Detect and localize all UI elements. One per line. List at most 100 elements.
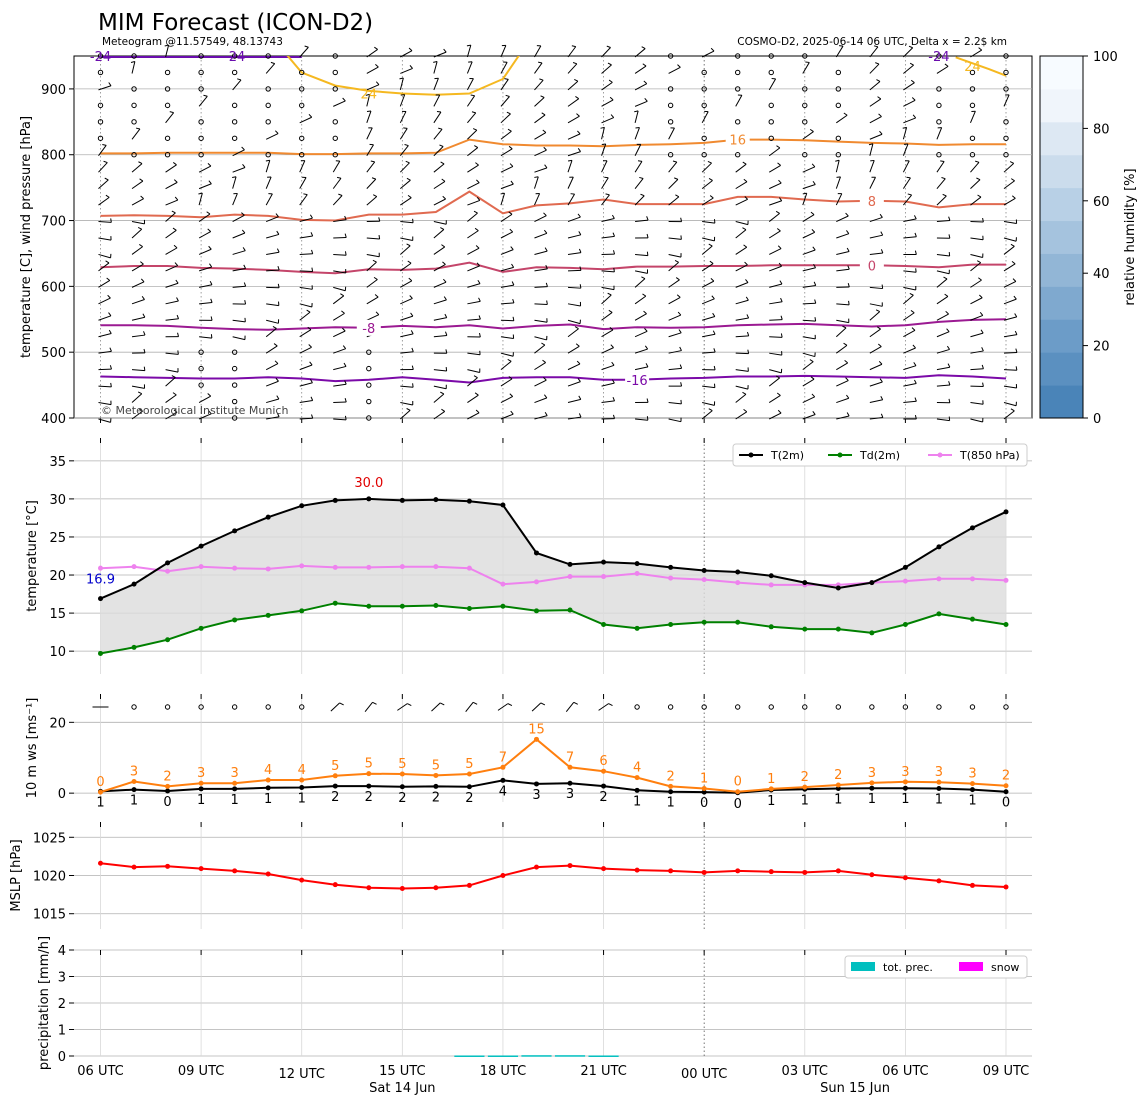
wind-speed-point	[433, 783, 439, 789]
wind-barb-flag	[509, 228, 514, 233]
wind-barb	[433, 385, 447, 390]
wind-barb	[769, 369, 782, 374]
wind-speed-point	[165, 788, 171, 794]
wind-barb	[634, 348, 648, 354]
legend-marker	[937, 452, 943, 458]
wind-speed-point	[936, 786, 942, 792]
wind-barb-flag	[275, 213, 279, 218]
wind-barb-flag	[579, 266, 582, 271]
series-t850-point	[634, 571, 640, 577]
wind-barb	[366, 144, 374, 156]
wind-barb	[232, 193, 238, 206]
wind-barb	[500, 113, 511, 124]
wind-barb	[668, 279, 680, 288]
wind-barb-flag	[543, 394, 548, 399]
wind-barb-flag	[130, 61, 136, 63]
wind-barb	[634, 127, 640, 140]
series-t850-point	[1003, 577, 1009, 583]
wind-barb	[198, 248, 212, 255]
wind-barb-flag	[576, 113, 580, 117]
wind-barb-flag	[876, 79, 881, 82]
calm-wind-marker	[768, 53, 774, 59]
wind-barb	[500, 352, 514, 357]
wind-barb	[769, 248, 782, 255]
wind-barb-flag	[742, 391, 747, 395]
wind-barb	[869, 417, 883, 420]
series-t850-point	[567, 574, 573, 580]
calm-wind-marker	[299, 102, 305, 109]
calm-wind-marker	[231, 53, 238, 59]
wind-barb	[165, 212, 176, 222]
wind-barb-flag	[640, 193, 645, 197]
wind-barb	[701, 50, 715, 58]
colorbar-band	[1040, 385, 1083, 419]
gust-value-label: 3	[935, 765, 943, 780]
speed-value-label: 3	[566, 787, 574, 802]
colorbar-band	[1040, 88, 1083, 123]
wind-barb	[333, 219, 347, 223]
wind-barb	[98, 221, 112, 223]
wind-barb	[567, 398, 581, 404]
wind-speed-point	[969, 787, 975, 793]
gust-value-label: 2	[163, 769, 171, 784]
mslp-point	[668, 868, 674, 874]
isotherm-label: 8	[868, 195, 876, 210]
wind-barb	[769, 412, 782, 420]
precip-bar	[487, 1055, 519, 1057]
wind-barb-flag	[544, 247, 548, 252]
wind-barb	[769, 336, 783, 338]
series-td2m-point	[533, 608, 539, 614]
wind-barb-flag	[365, 93, 370, 96]
wind-barb-flag	[412, 383, 414, 388]
wind-barb	[433, 111, 442, 124]
isotherm-label: 0	[868, 259, 876, 274]
speed-value-label: 0	[734, 797, 742, 812]
wind-gust-point	[533, 736, 539, 742]
wind-barb-flag	[845, 377, 849, 381]
wind-barb	[768, 230, 781, 239]
humidity-background	[74, 56, 1032, 418]
wind-barb-flag	[107, 294, 111, 299]
wind-barb-flag	[406, 177, 411, 181]
gust-value-label: 5	[365, 757, 373, 772]
y-axis-label: temperature [C], wind pressure [hPa]	[19, 116, 34, 358]
wind-barb	[534, 362, 546, 371]
wind-barb-flag	[406, 243, 411, 247]
speed-value-label: 1	[264, 792, 272, 807]
wind-barb	[265, 176, 272, 189]
wind-barb	[802, 414, 816, 420]
wind-speed-point	[299, 784, 305, 790]
wind-barb-flag	[265, 159, 270, 162]
wind-gust-point	[701, 786, 707, 792]
wind-barb-flag	[105, 194, 110, 198]
wind-barb	[735, 385, 749, 390]
series-t850-point	[98, 565, 103, 571]
surface-calm-marker	[265, 704, 271, 710]
wind-barb-flag	[909, 292, 914, 296]
wind-barb	[936, 313, 949, 321]
wind-barb	[735, 335, 749, 338]
wind-barb	[165, 229, 177, 239]
wind-barb-flag	[608, 309, 613, 313]
y-tick-label: 1020	[33, 870, 66, 885]
isotherm-label: -8	[362, 322, 375, 337]
wind-barb	[835, 176, 841, 189]
wind-barb-flag	[713, 348, 716, 353]
wind-barb	[634, 330, 648, 338]
wind-barb-flag	[881, 284, 884, 289]
wind-barb-flag	[880, 231, 884, 236]
series-t2m-point	[265, 514, 271, 520]
series-t850-point	[902, 578, 908, 584]
wind-barb	[970, 162, 980, 173]
wind-barb	[299, 303, 313, 308]
wind-barb	[500, 62, 508, 74]
wind-barb	[500, 193, 506, 206]
wind-barb-flag	[311, 267, 314, 272]
wind-barb-flag	[1009, 161, 1014, 164]
wind-barb-flag	[743, 408, 748, 413]
series-t2m-point	[198, 543, 204, 549]
wind-barb	[869, 216, 883, 223]
wind-barb	[836, 344, 848, 354]
wind-barb	[131, 228, 143, 239]
wind-barb-flag	[912, 114, 917, 119]
